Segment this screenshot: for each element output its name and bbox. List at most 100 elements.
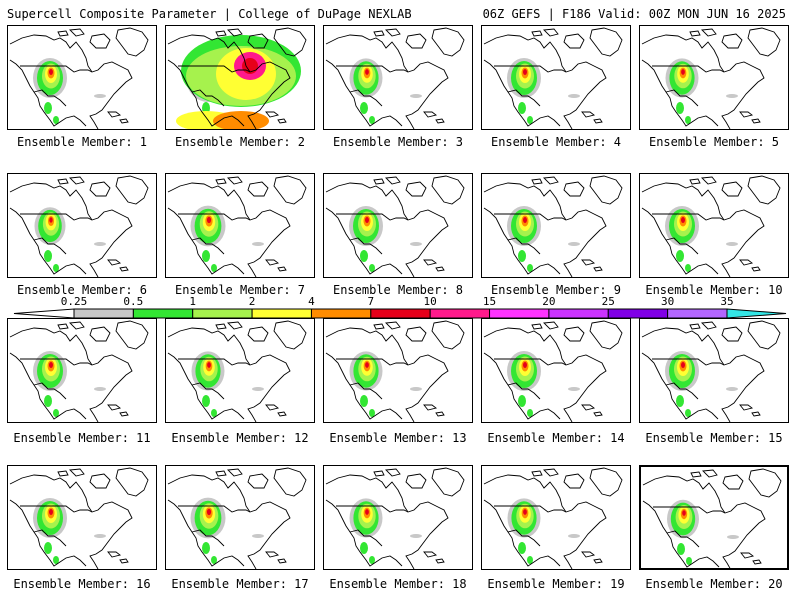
ensemble-member-label: Ensemble Member: 9 — [490, 283, 622, 297]
map-panel — [481, 173, 631, 278]
map-panel — [639, 318, 789, 423]
ensemble-member-label: Ensemble Member: 2 — [174, 135, 306, 149]
ensemble-member-label: Ensemble Member: 8 — [332, 283, 464, 297]
run-info: 06Z GEFS | F186 Valid: 00Z MON JUN 16 20… — [482, 7, 786, 21]
colorbar-tick-label: 30 — [661, 295, 675, 308]
scp-field — [667, 499, 739, 565]
colorbar-tick-label: 1 — [189, 295, 197, 308]
scp-field — [507, 351, 580, 417]
map-panel — [323, 173, 473, 278]
map-panel — [165, 465, 315, 570]
map-panel — [7, 465, 157, 570]
map-panel — [165, 318, 315, 423]
scp-field — [349, 498, 422, 564]
map-panel — [7, 173, 157, 278]
map-panel — [165, 173, 315, 278]
coastline — [483, 320, 623, 422]
colorbar-segment — [310, 308, 372, 319]
scp-field — [33, 498, 106, 564]
colorbar-tick-label: 20 — [542, 295, 556, 308]
map-panel — [165, 25, 315, 130]
colorbar-min-arrow — [13, 308, 75, 319]
scp-map — [167, 175, 307, 277]
coastline — [641, 27, 781, 129]
coastline — [325, 320, 465, 422]
ensemble-member-label: Ensemble Member: 3 — [332, 135, 464, 149]
scp-map — [483, 320, 623, 422]
colorbar-segment — [548, 308, 609, 319]
scp-field — [190, 205, 264, 272]
scp-field — [33, 351, 106, 417]
scp-field — [176, 35, 301, 129]
scp-map — [325, 467, 465, 569]
ensemble-member-label: Ensemble Member: 13 — [329, 431, 467, 445]
colorbar-segment — [489, 308, 550, 319]
ensemble-member-label: Ensemble Member: 12 — [171, 431, 309, 445]
scp-map — [167, 467, 307, 569]
coastline — [167, 27, 307, 129]
colorbar-segment — [192, 308, 253, 319]
ensemble-member-label: Ensemble Member: 7 — [174, 283, 306, 297]
map-panel — [7, 318, 157, 423]
coastline — [167, 320, 307, 422]
scp-map — [9, 467, 149, 569]
colorbar-tick-label: 0.25 — [60, 295, 88, 308]
scp-field — [665, 206, 738, 272]
ensemble-member-label: Ensemble Member: 18 — [329, 577, 467, 591]
scp-map — [325, 175, 465, 277]
scp-field — [349, 206, 422, 272]
coastline — [9, 320, 149, 422]
ensemble-member-label: Ensemble Member: 16 — [13, 577, 151, 591]
ensemble-member-label: Ensemble Member: 19 — [487, 577, 625, 591]
coastline — [641, 320, 781, 422]
scp-field — [349, 58, 422, 124]
colorbar-segment — [370, 308, 431, 319]
map-panel — [323, 465, 473, 570]
map-panel — [639, 173, 789, 278]
scp-map — [642, 468, 782, 568]
colorbar-tick-label: 35 — [720, 295, 734, 308]
coastline — [325, 467, 465, 569]
scp-field — [665, 58, 738, 124]
ensemble-member-label: Ensemble Member: 6 — [16, 283, 148, 297]
scp-map — [167, 27, 307, 129]
scp-map — [325, 27, 465, 129]
scp-field — [507, 206, 580, 272]
coastline — [641, 175, 781, 277]
coastline — [642, 468, 782, 568]
scp-map — [483, 27, 623, 129]
coastline — [483, 27, 623, 129]
colorbar-tick-label: 15 — [482, 295, 497, 308]
colorbar-segment — [429, 308, 491, 319]
map-panel — [323, 25, 473, 130]
scp-map — [9, 175, 149, 277]
map-panel — [7, 25, 157, 130]
ensemble-member-label: Ensemble Member: 11 — [13, 431, 151, 445]
scp-map — [167, 320, 307, 422]
scp-field — [507, 498, 580, 564]
colorbar-segment — [251, 308, 312, 319]
map-panel — [481, 25, 631, 130]
colorbar-tick-label: 10 — [423, 295, 437, 308]
colorbar-segment — [607, 308, 669, 319]
coastline — [167, 175, 307, 277]
map-panel — [481, 465, 631, 570]
colorbar-tick-label: 4 — [308, 295, 315, 308]
scp-field — [34, 207, 106, 272]
ensemble-member-label: Ensemble Member: 14 — [487, 431, 625, 445]
coastline — [325, 175, 465, 277]
ensemble-member-label: Ensemble Member: 17 — [171, 577, 309, 591]
map-panel — [639, 465, 789, 570]
map-panel — [323, 318, 473, 423]
scp-map — [9, 27, 149, 129]
scp-map — [483, 467, 623, 569]
coastline — [9, 27, 149, 129]
scp-field — [33, 58, 106, 124]
coastline — [483, 467, 623, 569]
coastline — [167, 467, 307, 569]
scp-field — [190, 497, 264, 564]
scp-map — [641, 27, 781, 129]
coastline — [325, 27, 465, 129]
scp-map — [9, 320, 149, 422]
